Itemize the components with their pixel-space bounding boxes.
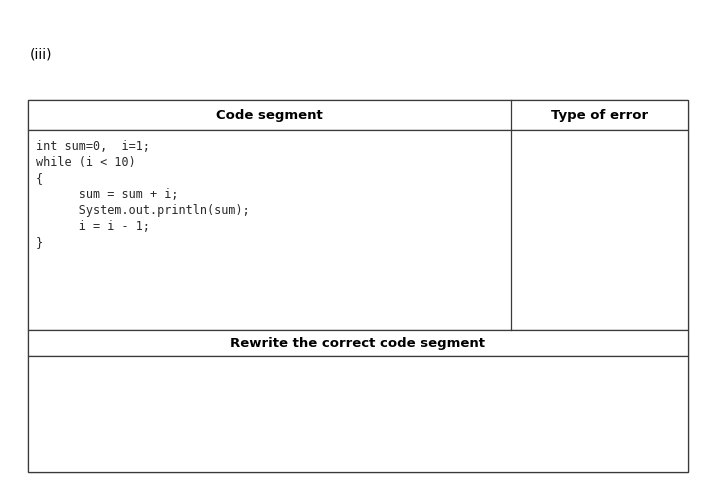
Bar (28, 100, 688, 130)
Text: Type of error: Type of error (551, 109, 648, 122)
Bar (28, 100, 688, 472)
Text: Code segment: Code segment (216, 109, 323, 122)
Text: (iii): (iii) (30, 48, 52, 62)
Text: {: { (36, 172, 43, 185)
Bar (28, 130, 688, 330)
Text: int sum=0,  i=1;: int sum=0, i=1; (36, 140, 150, 153)
Text: System.out.println(sum);: System.out.println(sum); (36, 204, 250, 217)
Bar (28, 330, 688, 356)
Text: Rewrite the correct code segment: Rewrite the correct code segment (231, 336, 485, 350)
Text: i = i - 1;: i = i - 1; (36, 220, 150, 233)
Bar (28, 356, 688, 472)
Text: }: } (36, 236, 43, 249)
Text: sum = sum + i;: sum = sum + i; (36, 188, 178, 201)
Text: while (i < 10): while (i < 10) (36, 156, 136, 169)
